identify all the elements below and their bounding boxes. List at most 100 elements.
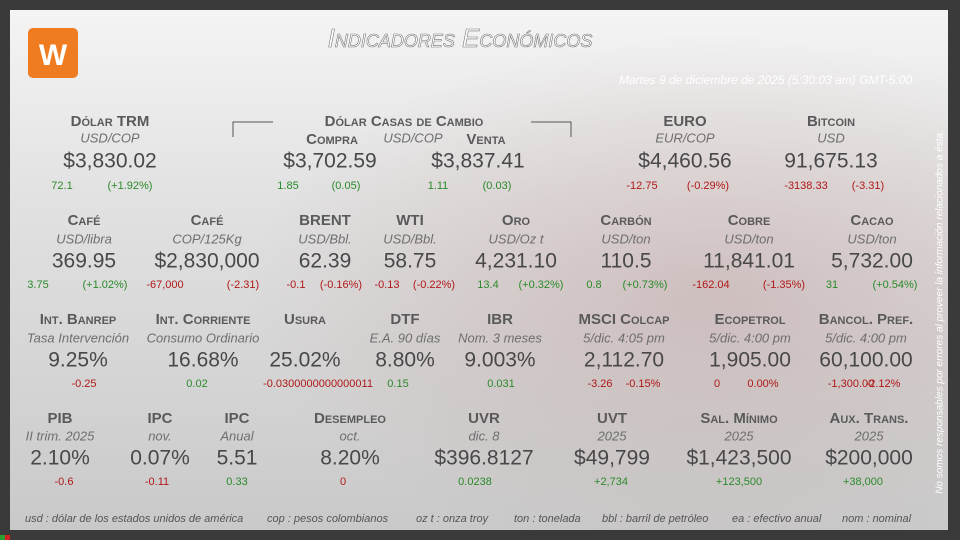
value: $4,460.56 [638,150,731,173]
change: 0.031 [487,378,515,390]
value: 91,675.13 [784,150,877,173]
indicator-title: UVT [597,410,627,427]
indicator-title: UVR [468,410,500,427]
value: 2.10% [30,447,90,470]
change: -0.6 [55,476,74,488]
footer-legend: cop : pesos colombianos [267,513,389,525]
flag-red [5,535,10,540]
change: 0.15 [387,378,408,390]
unit: II trim. 2025 [26,428,95,443]
unit: 2025 [597,428,628,443]
change: -0.13 [374,279,399,291]
change: -0.1 [287,279,306,291]
part-title: Venta [466,131,505,148]
change: 0.8 [586,279,601,291]
indicator-title: Carbón [600,212,651,229]
change-pct: -2.12% [866,378,901,390]
change-pct: (-0.16%) [320,279,362,291]
unit: USD [817,130,844,145]
unit: COP/125Kg [172,231,242,246]
indicator-title: Ecopetrol [714,311,785,328]
change: -0.11 [145,476,169,488]
change-pct: (-0.22%) [413,279,455,291]
change-pct: (-2.31) [227,279,259,291]
change: 0 [340,476,346,488]
datetime: Martes 9 de diciembre de 2025 (5:30:03 a… [619,73,912,87]
change: -3138.33 [784,180,827,192]
value: 0.07% [130,447,190,470]
change-pct: (+0.54%) [873,279,918,291]
value: $3,830.02 [63,150,156,173]
change: 0.02 [186,378,207,390]
change-pct: 0.00% [747,378,778,390]
unit: USD/ton [601,231,650,246]
change-pct: (+0.32%) [519,279,564,291]
unit: USD/libra [56,231,112,246]
indicator-title: Cobre [728,212,771,229]
group-title: Dólar Casas de Cambio [325,113,484,130]
footer-legend: bbl : barril de petróleo [602,513,708,525]
value: 16.68% [167,349,238,372]
value: 8.20% [320,447,380,470]
indicator-title: IBR [487,311,513,328]
value: 60,100.00 [819,349,912,372]
side-note: No somos responsables por errores al pro… [935,130,946,494]
change-pct: (+1.02%) [83,279,128,291]
bracket [232,121,572,137]
change: -67,000 [146,279,183,291]
indicator-title: Sal. Mínimo [700,410,778,427]
indicator-title: IPC [147,410,172,427]
logo-mark: W [39,39,68,72]
change-pct: (+0.73%) [623,279,668,291]
unit: USD/ton [724,231,773,246]
unit: 2025 [724,428,755,443]
value: 58.75 [384,250,437,273]
unit: 5/dic. 4:05 pm [583,330,665,345]
unit: USD/Oz t [489,231,545,246]
indicator-title: Dólar TRM [71,113,150,130]
change: 0.33 [226,476,247,488]
change: -1,300.00 [828,378,874,390]
change-pct: (-0.29%) [687,180,729,192]
change: 3.75 [27,279,48,291]
indicator-title: Bitcoin [807,113,855,130]
indicator-title: WTI [396,212,424,229]
indicator-title: BRENT [299,212,351,229]
value: 25.02% [269,349,340,372]
indicator-title: DTF [390,311,419,328]
indicator-title: Int. Corriente [156,311,251,328]
change: 0 [714,378,720,390]
value: 62.39 [299,250,352,273]
change-pct: (0.03) [483,180,512,192]
change: 1.11 [428,180,449,192]
logo [28,28,78,78]
footer-legend: usd : dólar de los estados unidos de amé… [25,513,243,525]
indicator-title: IPC [224,410,249,427]
unit: Anual [219,428,254,443]
change: 0.0238 [458,476,492,488]
value: 369.95 [52,250,116,273]
indicator-title: Aux. Trans. [830,410,909,427]
unit: USD/COP [80,130,140,145]
value: 5,732.00 [831,250,913,273]
change: -0.25 [71,378,96,390]
change: +38,000 [843,476,883,488]
value: 4,231.10 [475,250,557,273]
value: $3,837.41 [431,150,524,173]
value: $396.8127 [434,447,533,470]
unit: nov. [148,428,172,443]
indicator-title: Int. Banrep [40,311,117,328]
indicator-title: MSCI Colcap [579,311,670,328]
value: $1,423,500 [686,447,791,470]
change: +123,500 [716,476,762,488]
change-pct: (+1.92%) [108,180,153,192]
value: 1,905.00 [709,349,791,372]
change-pct: (-1.35%) [763,279,805,291]
indicator-title: Usura [284,311,326,328]
unit: USD/ton [847,231,896,246]
unit: Nom. 3 meses [458,330,542,345]
footer-legend: ea : efectivo anual [732,513,822,525]
part-title: Compra [306,131,358,148]
value: $2,830,000 [154,250,259,273]
value: 8.80% [375,349,435,372]
